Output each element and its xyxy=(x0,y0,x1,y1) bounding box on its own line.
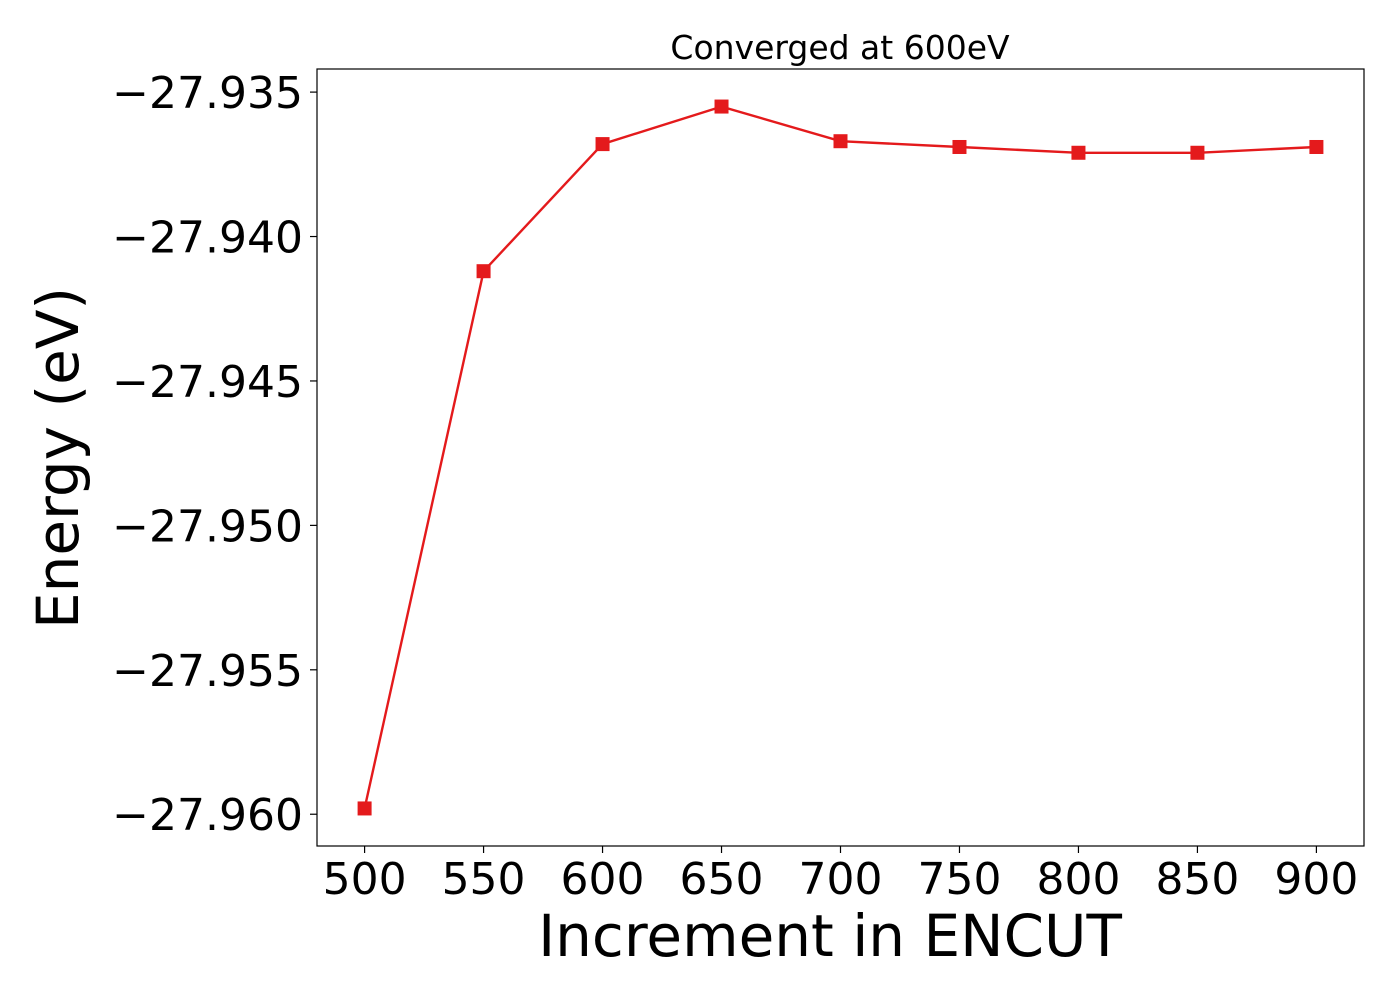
x-tick-label: 500 xyxy=(323,854,407,905)
x-tick-label: 750 xyxy=(917,854,1001,905)
x-tick-label: 850 xyxy=(1155,854,1239,905)
data-point-marker xyxy=(952,139,967,154)
y-tick-label: −27.960 xyxy=(112,790,303,841)
data-point-marker xyxy=(1309,139,1324,154)
series-layer xyxy=(357,99,1324,816)
data-point-marker xyxy=(357,801,372,816)
data-point-marker xyxy=(1071,145,1086,160)
data-point-marker xyxy=(476,264,491,279)
data-point-marker xyxy=(714,99,729,114)
y-tick-label: −27.945 xyxy=(112,357,303,408)
data-point-marker xyxy=(833,134,848,149)
data-point-marker xyxy=(1190,145,1205,160)
chart-title: Converged at 600eV xyxy=(670,28,1010,67)
x-tick-label: 900 xyxy=(1274,854,1358,905)
x-tick-label: 600 xyxy=(561,854,645,905)
y-axis-label: Energy (eV) xyxy=(24,287,92,629)
x-tick-label: 650 xyxy=(680,854,764,905)
x-axis-label: Increment in ENCUT xyxy=(538,902,1122,970)
y-tick-label: −27.935 xyxy=(112,68,303,119)
plot-area-frame xyxy=(316,68,1365,847)
x-tick-label: 800 xyxy=(1036,854,1120,905)
x-tick-label: 700 xyxy=(799,854,883,905)
axis-ticks: 500 550 600 650 700 750 800 850 900 −27.935 −27.94… xyxy=(112,68,1358,905)
y-tick-label: −27.940 xyxy=(112,213,303,264)
x-tick-label: 550 xyxy=(442,854,526,905)
y-tick-label: −27.950 xyxy=(112,501,303,552)
y-tick-label: −27.955 xyxy=(112,646,303,697)
data-point-marker xyxy=(595,137,610,152)
series-line xyxy=(363,105,1317,809)
